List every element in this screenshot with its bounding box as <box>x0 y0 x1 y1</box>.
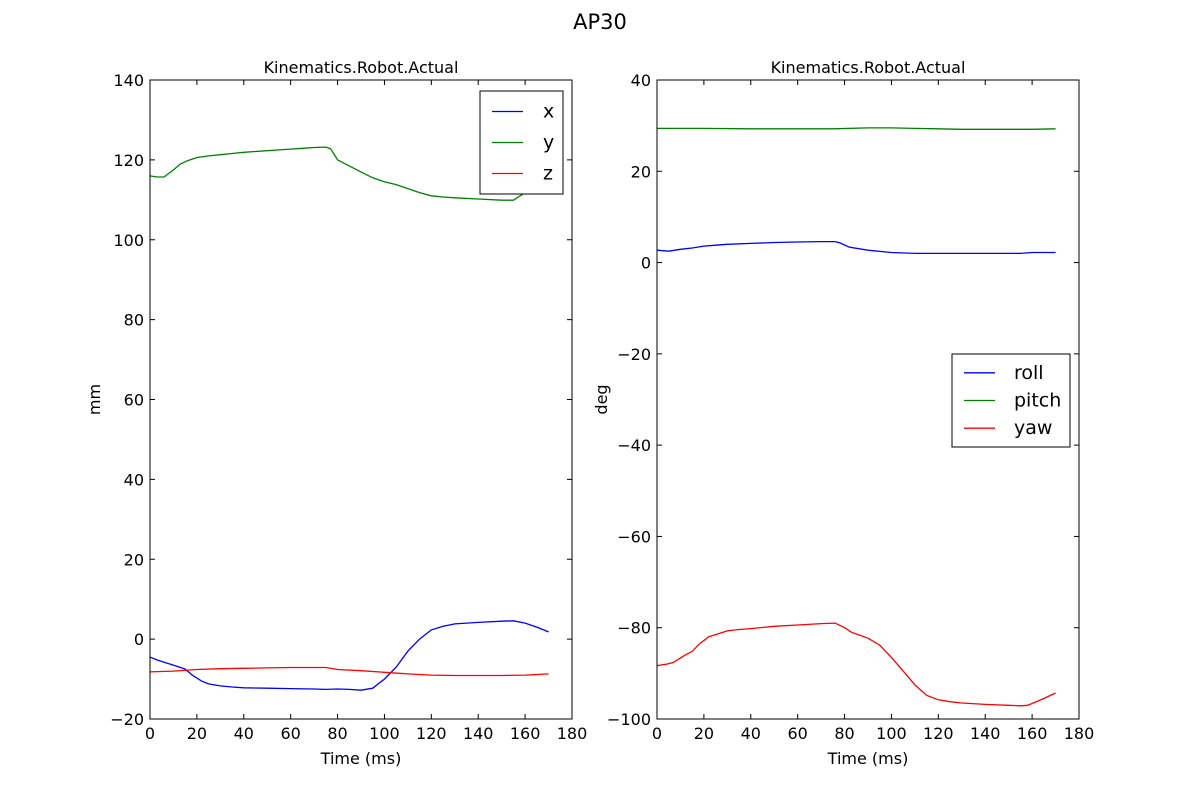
x-tick-label: 160 <box>1017 724 1048 743</box>
y-tick-label: 140 <box>113 71 144 90</box>
axes-title: Kinematics.Robot.Actual <box>264 58 459 77</box>
series-line-yaw <box>657 622 1056 707</box>
x-tick-label: 60 <box>787 724 807 743</box>
x-tick-label: 100 <box>876 724 907 743</box>
x-tick-label: 140 <box>463 724 494 743</box>
y-tick-label: 120 <box>113 151 144 170</box>
series-line-roll <box>657 240 1056 255</box>
x-tick-label: 0 <box>652 724 662 743</box>
x-tick-label: 80 <box>327 724 347 743</box>
y-axis-label: mm <box>85 384 104 415</box>
x-tick-label: 180 <box>557 724 588 743</box>
x-axis-label: Time (ms) <box>827 749 909 768</box>
legend-label-x: x <box>543 101 554 123</box>
series-line-pitch <box>657 127 1056 130</box>
y-tick-label: 20 <box>124 550 144 569</box>
y-tick-label: 0 <box>641 254 651 273</box>
x-tick-label: 100 <box>369 724 400 743</box>
x-tick-label: 20 <box>187 724 207 743</box>
x-tick-label: 80 <box>834 724 854 743</box>
axes-title: Kinematics.Robot.Actual <box>771 58 966 77</box>
y-tick-label: 100 <box>113 231 144 250</box>
y-tick-label: −20 <box>617 345 651 364</box>
legend-label-y: y <box>543 132 554 154</box>
series-line-y <box>150 146 549 201</box>
x-tick-label: 160 <box>510 724 541 743</box>
y-tick-label: −80 <box>617 619 651 638</box>
y-tick-label: 20 <box>631 162 651 181</box>
figure-title: AP30 <box>573 10 627 34</box>
x-tick-label: 20 <box>694 724 714 743</box>
y-tick-label: 40 <box>124 470 144 489</box>
y-axis-label: deg <box>592 384 611 414</box>
legend-label-pitch: pitch <box>1014 390 1061 412</box>
series-line-x <box>150 620 549 691</box>
x-tick-label: 60 <box>280 724 300 743</box>
x-tick-label: 120 <box>416 724 447 743</box>
legend-label-roll: roll <box>1014 362 1044 384</box>
y-tick-label: 80 <box>124 311 144 330</box>
x-tick-label: 120 <box>923 724 954 743</box>
x-tick-label: 40 <box>741 724 761 743</box>
y-tick-label: −100 <box>607 710 651 729</box>
legend-label-yaw: yaw <box>1014 417 1052 439</box>
series-line-z <box>150 666 549 677</box>
y-tick-label: 60 <box>124 391 144 410</box>
y-tick-label: −20 <box>110 710 144 729</box>
x-tick-label: 140 <box>970 724 1001 743</box>
y-tick-label: 0 <box>134 630 144 649</box>
y-tick-label: −40 <box>617 436 651 455</box>
x-tick-label: 40 <box>234 724 254 743</box>
y-tick-label: 40 <box>631 71 651 90</box>
x-tick-label: 0 <box>145 724 155 743</box>
x-axis-label: Time (ms) <box>320 749 402 768</box>
axes-frame <box>656 79 1080 720</box>
y-tick-label: −60 <box>617 527 651 546</box>
x-tick-label: 180 <box>1064 724 1095 743</box>
legend-label-z: z <box>543 163 553 185</box>
